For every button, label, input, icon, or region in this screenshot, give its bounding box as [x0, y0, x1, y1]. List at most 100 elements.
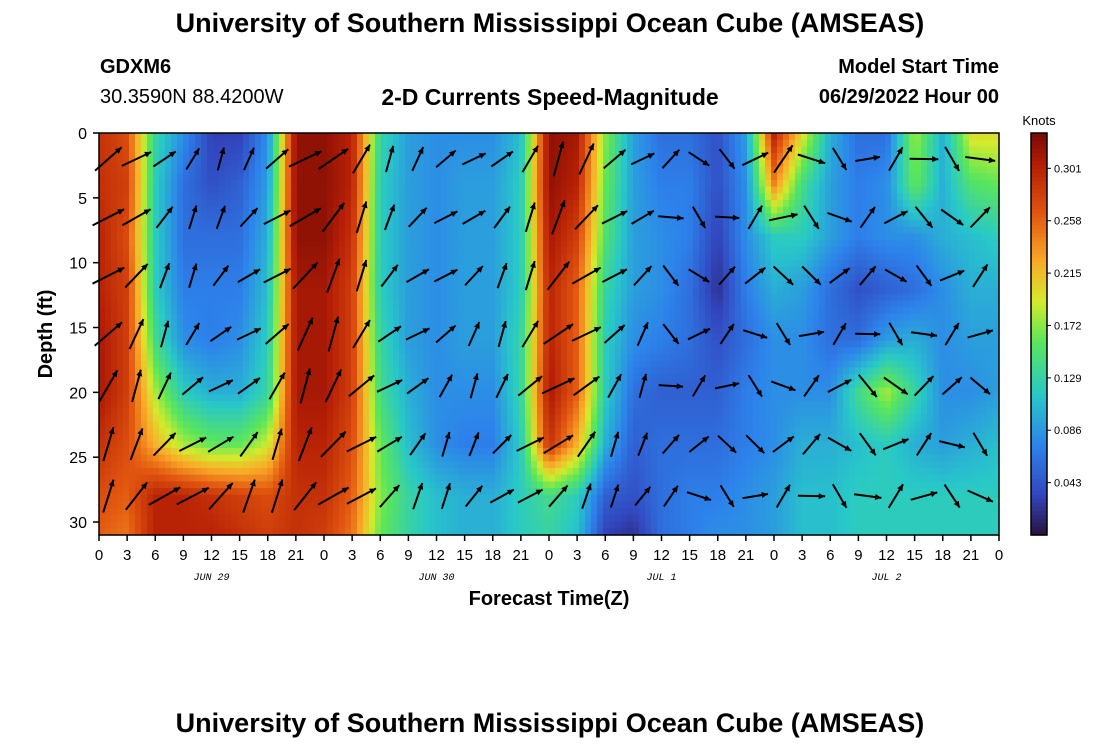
heatmap-cell: [171, 287, 178, 295]
heatmap-cell: [381, 193, 388, 201]
heatmap-cell: [123, 253, 130, 261]
heatmap-cell: [405, 327, 412, 335]
heatmap-cell: [183, 213, 190, 221]
heatmap-cell: [153, 354, 160, 362]
heatmap-cell: [549, 340, 556, 348]
heatmap-cell: [273, 273, 280, 281]
heatmap-cell: [207, 253, 214, 261]
heatmap-cell: [387, 233, 394, 241]
heatmap-cell: [819, 273, 826, 281]
heatmap-cell: [315, 166, 322, 174]
heatmap-cell: [507, 226, 514, 235]
heatmap-cell: [831, 179, 838, 188]
heatmap-cell: [273, 206, 280, 214]
speed-heatmap: [99, 133, 1000, 536]
heatmap-cell: [123, 146, 130, 154]
heatmap-cell: [177, 280, 184, 288]
heatmap-cell: [153, 139, 160, 147]
heatmap-cell: [645, 334, 652, 342]
heatmap-cell: [831, 159, 838, 168]
heatmap-cell: [729, 206, 736, 214]
heatmap-cell: [813, 233, 820, 241]
heatmap-cell: [357, 340, 364, 348]
heatmap-cell: [447, 260, 454, 268]
heatmap-cell: [483, 139, 490, 147]
heatmap-cell: [405, 267, 412, 275]
heatmap-cell: [975, 220, 982, 228]
heatmap-cell: [441, 240, 448, 248]
heatmap-cell: [177, 206, 184, 214]
heatmap-cell: [669, 313, 676, 322]
heatmap-cell: [129, 173, 136, 181]
heatmap-cell: [699, 200, 706, 208]
heatmap-cell: [549, 220, 556, 228]
heatmap-cell: [489, 179, 496, 188]
heatmap-cell: [501, 280, 508, 288]
heatmap-cell: [975, 226, 982, 235]
heatmap-cell: [357, 280, 364, 288]
heatmap-cell: [561, 280, 568, 288]
heatmap-cell: [477, 273, 484, 281]
heatmap-cell: [915, 307, 922, 315]
heatmap-cell: [351, 334, 358, 342]
heatmap-cell: [711, 179, 718, 188]
heatmap-cell: [333, 300, 340, 308]
heatmap-cell: [219, 293, 226, 302]
heatmap-cell: [963, 166, 970, 174]
heatmap-cell: [747, 139, 754, 147]
heatmap-cell: [921, 139, 928, 147]
heatmap-cell: [873, 273, 880, 281]
heatmap-cell: [939, 334, 946, 342]
heatmap-cell: [345, 253, 352, 261]
heatmap-cell: [945, 213, 952, 221]
heatmap-cell: [375, 193, 382, 201]
heatmap-cell: [927, 186, 934, 194]
heatmap-cell: [99, 133, 106, 141]
heatmap-cell: [537, 320, 544, 328]
heatmap-cell: [279, 213, 286, 221]
heatmap-cell: [381, 340, 388, 348]
heatmap-cell: [159, 320, 166, 328]
heatmap-cell: [243, 139, 250, 147]
heatmap-cell: [405, 226, 412, 235]
heatmap-cell: [123, 273, 130, 281]
heatmap-cell: [771, 267, 778, 275]
heatmap-cell: [699, 267, 706, 275]
heatmap-cell: [105, 260, 112, 268]
heatmap-cell: [171, 327, 178, 335]
heatmap-cell: [939, 313, 946, 322]
heatmap-cell: [129, 313, 136, 322]
heatmap-cell: [285, 153, 292, 161]
heatmap-cell: [297, 186, 304, 194]
heatmap-cell: [369, 173, 376, 181]
heatmap-cell: [267, 287, 274, 295]
heatmap-cell: [891, 253, 898, 261]
heatmap-cell: [765, 200, 772, 208]
heatmap-cell: [489, 293, 496, 302]
heatmap-cell: [363, 173, 370, 181]
heatmap-cell: [153, 280, 160, 288]
heatmap-cell: [219, 179, 226, 188]
heatmap-cell: [735, 347, 742, 355]
heatmap-cell: [111, 213, 118, 221]
heatmap-cell: [573, 186, 580, 194]
heatmap-cell: [183, 133, 190, 141]
heatmap-cell: [183, 193, 190, 201]
heatmap-cell: [483, 220, 490, 228]
heatmap-cell: [909, 226, 916, 235]
heatmap-cell: [819, 320, 826, 328]
heatmap-cell: [315, 267, 322, 275]
heatmap-cell: [651, 347, 658, 355]
heatmap-cell: [969, 213, 976, 221]
heatmap-cell: [267, 354, 274, 362]
heatmap-cell: [525, 173, 532, 181]
heatmap-cell: [489, 153, 496, 161]
heatmap-cell: [735, 146, 742, 154]
heatmap-cell: [723, 246, 730, 255]
heatmap-cell: [243, 146, 250, 154]
heatmap-cell: [393, 213, 400, 221]
heatmap-cell: [225, 213, 232, 221]
heatmap-cell: [831, 267, 838, 275]
heatmap-cell: [717, 273, 724, 281]
heatmap-cell: [585, 133, 592, 141]
